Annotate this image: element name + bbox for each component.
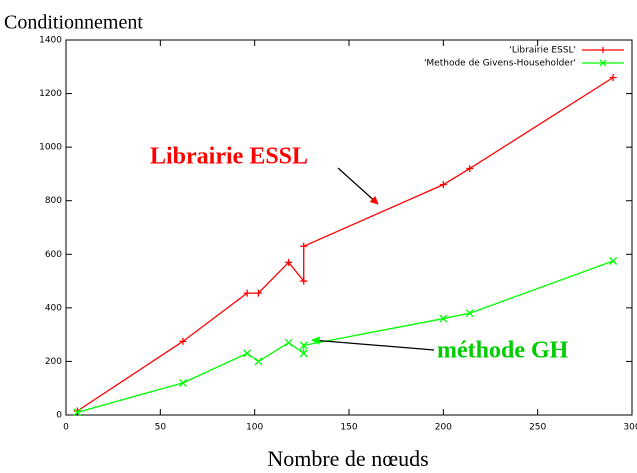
annotation: Librairie ESSL <box>150 144 308 170</box>
x-tick-label: 50 <box>155 423 167 433</box>
x-tick-label: 200 <box>435 423 452 433</box>
data-point <box>439 314 448 323</box>
y-tick-label: 200 <box>45 357 62 367</box>
data-point <box>73 407 81 415</box>
data-point <box>254 289 262 297</box>
x-tick-label: 100 <box>246 423 263 433</box>
y-tick-label: 0 <box>56 411 62 421</box>
series-line <box>76 76 614 412</box>
data-point <box>466 165 474 173</box>
data-point <box>243 289 251 297</box>
x-tick-label: 300 <box>623 423 637 433</box>
legend-marker <box>599 59 607 67</box>
annotation-arrow <box>337 167 379 205</box>
data-point <box>465 309 474 318</box>
data-point <box>254 357 263 366</box>
data-point <box>179 337 187 345</box>
y-tick-label: 1200 <box>39 89 62 99</box>
x-axis-label: Nombre de nœuds <box>267 446 428 471</box>
data-point <box>300 277 308 285</box>
x-tick-label: 250 <box>529 423 546 433</box>
chart-title: Conditionnement <box>4 12 143 34</box>
data-point <box>609 74 617 81</box>
data-point <box>285 258 293 266</box>
legend-label: 'Methode de Givens-Householder' <box>424 59 576 69</box>
y-tick-label: 1000 <box>39 143 62 153</box>
data-point <box>300 242 308 250</box>
data-point <box>609 257 618 265</box>
x-tick-label: 0 <box>63 423 69 433</box>
y-tick-label: 600 <box>45 250 62 260</box>
y-tick-label: 1400 <box>39 36 62 46</box>
data-point <box>299 349 308 358</box>
series-line <box>77 260 614 413</box>
y-tick-label: 800 <box>45 196 62 206</box>
y-tick-label: 400 <box>45 303 62 313</box>
x-tick-label: 150 <box>340 423 357 433</box>
data-point <box>243 349 252 358</box>
data-point <box>179 378 187 387</box>
data-point <box>284 338 293 347</box>
annotation: méthode GH <box>437 338 569 364</box>
data-point <box>73 408 82 417</box>
legend-label: 'Librairie ESSL' <box>509 46 576 56</box>
data-point <box>299 341 308 350</box>
data-point <box>439 181 447 189</box>
annotation-arrow <box>311 336 435 351</box>
